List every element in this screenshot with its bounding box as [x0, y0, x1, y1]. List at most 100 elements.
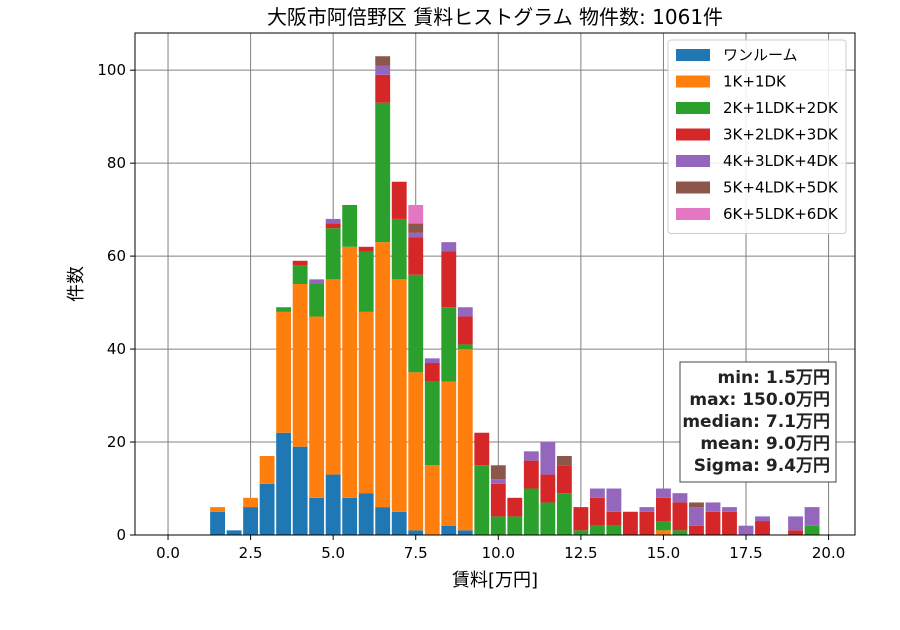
- bar-segment: [441, 381, 457, 526]
- bar-segment: [523, 460, 539, 489]
- bar-segment: [259, 455, 275, 484]
- bar-segment: [705, 502, 721, 512]
- bar-segment: [292, 260, 308, 266]
- bar-segment: [292, 446, 308, 535]
- bar-segment: [788, 530, 803, 535]
- legend-label: 6K+5LDK+6DK: [723, 205, 839, 223]
- legend-swatch: [676, 155, 710, 167]
- bar-segment: [276, 432, 292, 535]
- legend-label: 3K+2LDK+3DK: [723, 126, 839, 144]
- bar-segment: [672, 502, 688, 531]
- bar-segment: [540, 474, 556, 503]
- bar-segment: [490, 465, 506, 480]
- legend-swatch: [676, 128, 710, 141]
- legend-label: 5K+4LDK+5DK: [723, 179, 839, 197]
- legend-box: [667, 39, 847, 234]
- bar-segment: [722, 511, 737, 535]
- bar-segment: [656, 497, 671, 522]
- stats-line: max: 150.0万円: [689, 390, 830, 410]
- bar-segment: [457, 316, 473, 345]
- bar-segment: [457, 530, 473, 535]
- y-tick-label: 40: [107, 340, 126, 358]
- bar-segment: [325, 223, 341, 229]
- stats-frame: [679, 361, 837, 483]
- bar-segment: [672, 530, 688, 535]
- bar-segment: [606, 525, 622, 535]
- bar-segment: [358, 251, 374, 312]
- y-tick-label: 80: [107, 154, 126, 172]
- stats-line: Sigma: 9.4万円: [694, 456, 830, 476]
- x-tick-label: 12.5: [564, 544, 597, 562]
- x-tick-label: 2.5: [239, 544, 263, 562]
- y-axis-label: 件数: [66, 266, 87, 302]
- x-tick-label: 17.5: [729, 544, 762, 562]
- bar-segment: [507, 516, 523, 535]
- bar-segment: [457, 344, 473, 350]
- bar-segment: [424, 465, 440, 535]
- bar-segment: [656, 530, 671, 535]
- bar-segment: [441, 242, 457, 252]
- bar-segment: [441, 251, 457, 308]
- legend-label: 2K+1LDK+2DK: [723, 99, 839, 117]
- x-tick-label: 7.5: [404, 544, 428, 562]
- y-tick-label: 0: [116, 526, 126, 544]
- bar-segment: [639, 507, 655, 512]
- bar-segment: [457, 307, 473, 317]
- bar-segment: [226, 530, 242, 535]
- bar-segment: [309, 284, 325, 317]
- legend-swatch: [676, 181, 710, 194]
- bar-segment: [292, 284, 308, 447]
- y-tick-label: 20: [107, 433, 126, 451]
- bar-segment: [408, 204, 424, 224]
- bar-segment: [243, 507, 259, 535]
- bar-segment: [391, 511, 407, 535]
- bar-segment: [375, 102, 391, 243]
- bar-segment: [689, 502, 704, 508]
- bar-segment: [457, 349, 473, 531]
- bar-layer: [210, 56, 820, 535]
- x-tick-label: 10.0: [482, 544, 515, 562]
- bar-segment: [622, 511, 638, 535]
- y-tick-label: 100: [97, 61, 126, 79]
- bar-segment: [507, 497, 523, 517]
- x-tick-label: 0.0: [156, 544, 180, 562]
- bar-segment: [656, 488, 671, 498]
- bar-segment: [210, 511, 225, 535]
- legend-label: 1K+1DK: [723, 73, 787, 91]
- bar-segment: [755, 516, 770, 522]
- bar-segment: [556, 455, 572, 466]
- x-axis-ticks: 0.0 2.5 5.0 7.5 10.0 12.5 15.0 17.5 20.0: [156, 535, 845, 562]
- legend-swatch: [676, 49, 710, 61]
- bar-segment: [210, 507, 225, 512]
- bar-segment: [556, 493, 572, 535]
- bar-segment: [424, 381, 440, 466]
- bar-segment: [309, 497, 325, 535]
- bar-segment: [375, 507, 391, 535]
- bar-segment: [408, 237, 424, 275]
- bar-segment: [738, 525, 754, 535]
- bar-segment: [474, 465, 490, 535]
- bar-segment: [408, 274, 424, 373]
- bar-segment: [358, 493, 374, 535]
- bar-segment: [556, 465, 572, 494]
- bar-segment: [589, 525, 605, 535]
- bar-segment: [540, 502, 556, 535]
- bar-segment: [391, 218, 407, 280]
- bar-segment: [375, 242, 391, 508]
- bar-segment: [259, 483, 275, 535]
- bar-segment: [788, 516, 803, 531]
- bar-segment: [639, 511, 655, 535]
- bar-segment: [804, 507, 820, 526]
- bar-segment: [358, 246, 374, 252]
- bar-segment: [375, 56, 391, 66]
- stats-line: min: 1.5万円: [718, 368, 830, 388]
- bar-segment: [523, 451, 539, 461]
- bar-segment: [672, 493, 688, 503]
- stats-line: median: 7.1万円: [682, 412, 830, 432]
- bar-segment: [540, 442, 556, 475]
- bar-segment: [441, 525, 457, 535]
- bar-segment: [243, 497, 259, 508]
- bar-segment: [292, 265, 308, 284]
- bar-segment: [309, 316, 325, 498]
